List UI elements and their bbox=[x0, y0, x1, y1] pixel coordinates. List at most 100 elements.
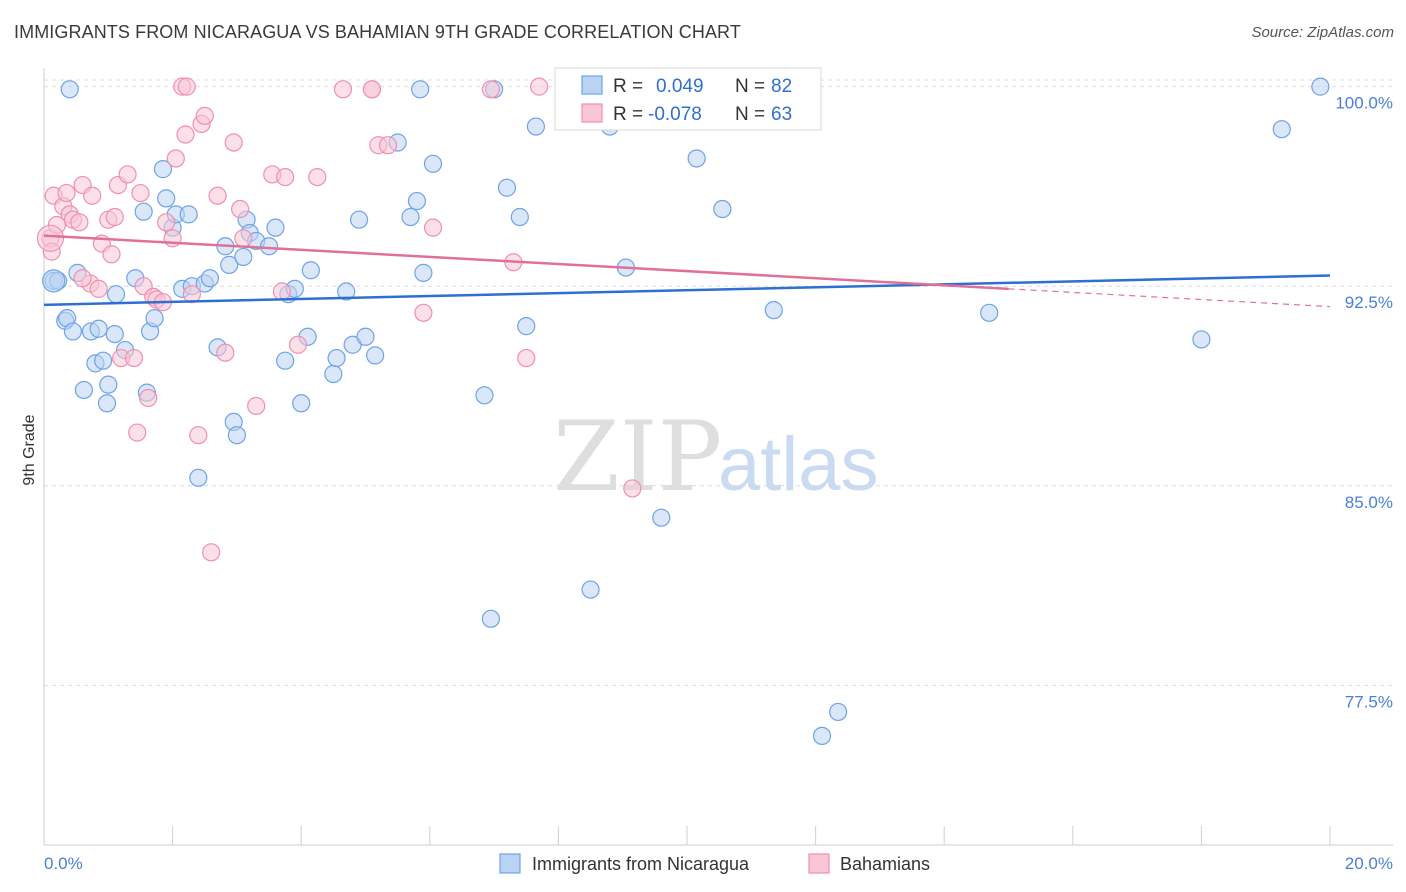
watermark-atlas: atlas bbox=[718, 422, 879, 507]
point-s1-53 bbox=[414, 303, 433, 322]
point-s0-63 bbox=[497, 178, 517, 197]
point-s0-60 bbox=[475, 386, 494, 405]
point-s0-54 bbox=[366, 346, 385, 365]
series-legend: Immigrants from Nicaragua Bahamians bbox=[499, 853, 930, 874]
point-s1-43 bbox=[247, 396, 266, 416]
point-s0-13 bbox=[105, 324, 124, 344]
point-s0-78 bbox=[1272, 120, 1291, 139]
point-s1-56 bbox=[517, 348, 536, 368]
trend-line-bahamians bbox=[43, 234, 1009, 291]
watermark: ZIP atlas bbox=[553, 401, 879, 513]
point-s0-66 bbox=[526, 117, 545, 136]
point-s1-52 bbox=[378, 136, 398, 155]
y-tick-label-3: 77.5% bbox=[1345, 692, 1393, 711]
point-s1-38 bbox=[208, 186, 227, 205]
point-s0-77 bbox=[1192, 330, 1211, 349]
point-s0-20 bbox=[145, 309, 164, 328]
legend-r-value-2: -0.078 bbox=[648, 104, 702, 125]
point-s1-29 bbox=[166, 149, 185, 168]
point-s0-33 bbox=[220, 255, 239, 275]
series-legend-swatch-bahamians bbox=[808, 853, 830, 874]
stats-legend: R = 0.049 N = 82 R = -0.078 N = 63 bbox=[554, 67, 822, 131]
point-s1-61 bbox=[362, 80, 382, 99]
point-s0-49 bbox=[327, 348, 346, 368]
point-s1-47 bbox=[288, 335, 308, 354]
point-large-bahamians bbox=[36, 224, 65, 252]
axes bbox=[43, 68, 1393, 846]
point-s1-21 bbox=[131, 183, 150, 203]
legend-swatch-bahamians bbox=[581, 103, 603, 123]
point-s1-57 bbox=[530, 77, 549, 96]
point-s0-10 bbox=[94, 351, 113, 370]
point-s1-60 bbox=[105, 207, 124, 227]
point-s0-79 bbox=[1311, 77, 1330, 96]
trend-lines bbox=[43, 234, 1331, 308]
point-s0-80 bbox=[60, 80, 79, 99]
legend-n-value-2: 63 bbox=[771, 104, 792, 125]
point-s0-40 bbox=[259, 237, 279, 256]
point-s1-20 bbox=[128, 423, 147, 442]
point-s1-31 bbox=[176, 125, 195, 144]
point-s1-27 bbox=[157, 213, 176, 232]
point-s0-45 bbox=[292, 394, 311, 413]
point-s1-11 bbox=[83, 186, 102, 205]
y-tick-label-0: 100.0% bbox=[1335, 94, 1393, 113]
point-s1-40 bbox=[224, 133, 243, 152]
point-s1-41 bbox=[231, 199, 250, 219]
point-s0-76 bbox=[980, 303, 999, 322]
point-s1-59 bbox=[73, 269, 92, 288]
point-s1-48 bbox=[308, 167, 327, 187]
point-s1-36 bbox=[195, 106, 214, 125]
point-s0-53 bbox=[356, 327, 375, 346]
point-s0-9 bbox=[89, 319, 108, 338]
point-s0-59 bbox=[423, 154, 443, 173]
point-s0-52 bbox=[349, 210, 369, 229]
point-s0-81 bbox=[411, 80, 430, 99]
series-legend-swatch-nicaragua bbox=[499, 853, 521, 874]
point-s0-36 bbox=[234, 247, 253, 267]
point-s1-8 bbox=[70, 213, 89, 232]
point-s0-58 bbox=[414, 263, 433, 282]
x-tick-label-0: 0.0% bbox=[44, 854, 83, 873]
point-s0-30 bbox=[200, 269, 219, 288]
legend-n-label-2: N = bbox=[735, 104, 765, 125]
point-s0-14 bbox=[106, 285, 126, 304]
point-s1-39 bbox=[216, 343, 235, 362]
y-tick-label-1: 92.5% bbox=[1345, 293, 1393, 312]
point-s1-5 bbox=[57, 183, 76, 203]
point-s0-73 bbox=[764, 301, 783, 320]
point-s1-45 bbox=[272, 282, 292, 301]
gridlines bbox=[44, 79, 1393, 686]
point-s1-37 bbox=[202, 543, 221, 562]
watermark-zip: ZIP bbox=[553, 401, 722, 513]
point-s0-26 bbox=[179, 205, 198, 224]
point-s0-47 bbox=[301, 261, 320, 280]
point-s0-75 bbox=[829, 702, 848, 722]
y-tick-labels: 100.0% 92.5% 85.0% 77.5% bbox=[1335, 94, 1393, 712]
point-s0-28 bbox=[189, 468, 208, 487]
series-legend-label-bahamians: Bahamians bbox=[840, 854, 930, 874]
point-s0-22 bbox=[157, 189, 176, 208]
data-points bbox=[36, 77, 1330, 746]
point-s0-42 bbox=[276, 351, 295, 370]
point-s0-17 bbox=[134, 202, 153, 221]
point-s0-6 bbox=[74, 380, 93, 400]
point-s0-71 bbox=[687, 149, 706, 168]
point-s0-50 bbox=[337, 282, 356, 301]
point-s1-42 bbox=[234, 229, 253, 248]
legend-n-label-1: N = bbox=[735, 76, 765, 97]
point-s0-12 bbox=[99, 375, 118, 394]
point-s0-65 bbox=[517, 317, 536, 336]
point-s1-34 bbox=[189, 426, 208, 445]
legend-r-label-1: R = bbox=[613, 76, 643, 97]
point-s1-23 bbox=[139, 388, 158, 408]
point-s0-67 bbox=[581, 580, 600, 599]
trend-line-nicaragua bbox=[43, 274, 1331, 307]
point-s1-18 bbox=[118, 165, 137, 184]
point-s1-46 bbox=[276, 167, 295, 187]
point-s1-15 bbox=[102, 245, 121, 264]
series-legend-label-nicaragua: Immigrants from Nicaragua bbox=[532, 854, 750, 874]
point-s0-11 bbox=[97, 394, 117, 413]
point-s1-49 bbox=[333, 80, 353, 99]
